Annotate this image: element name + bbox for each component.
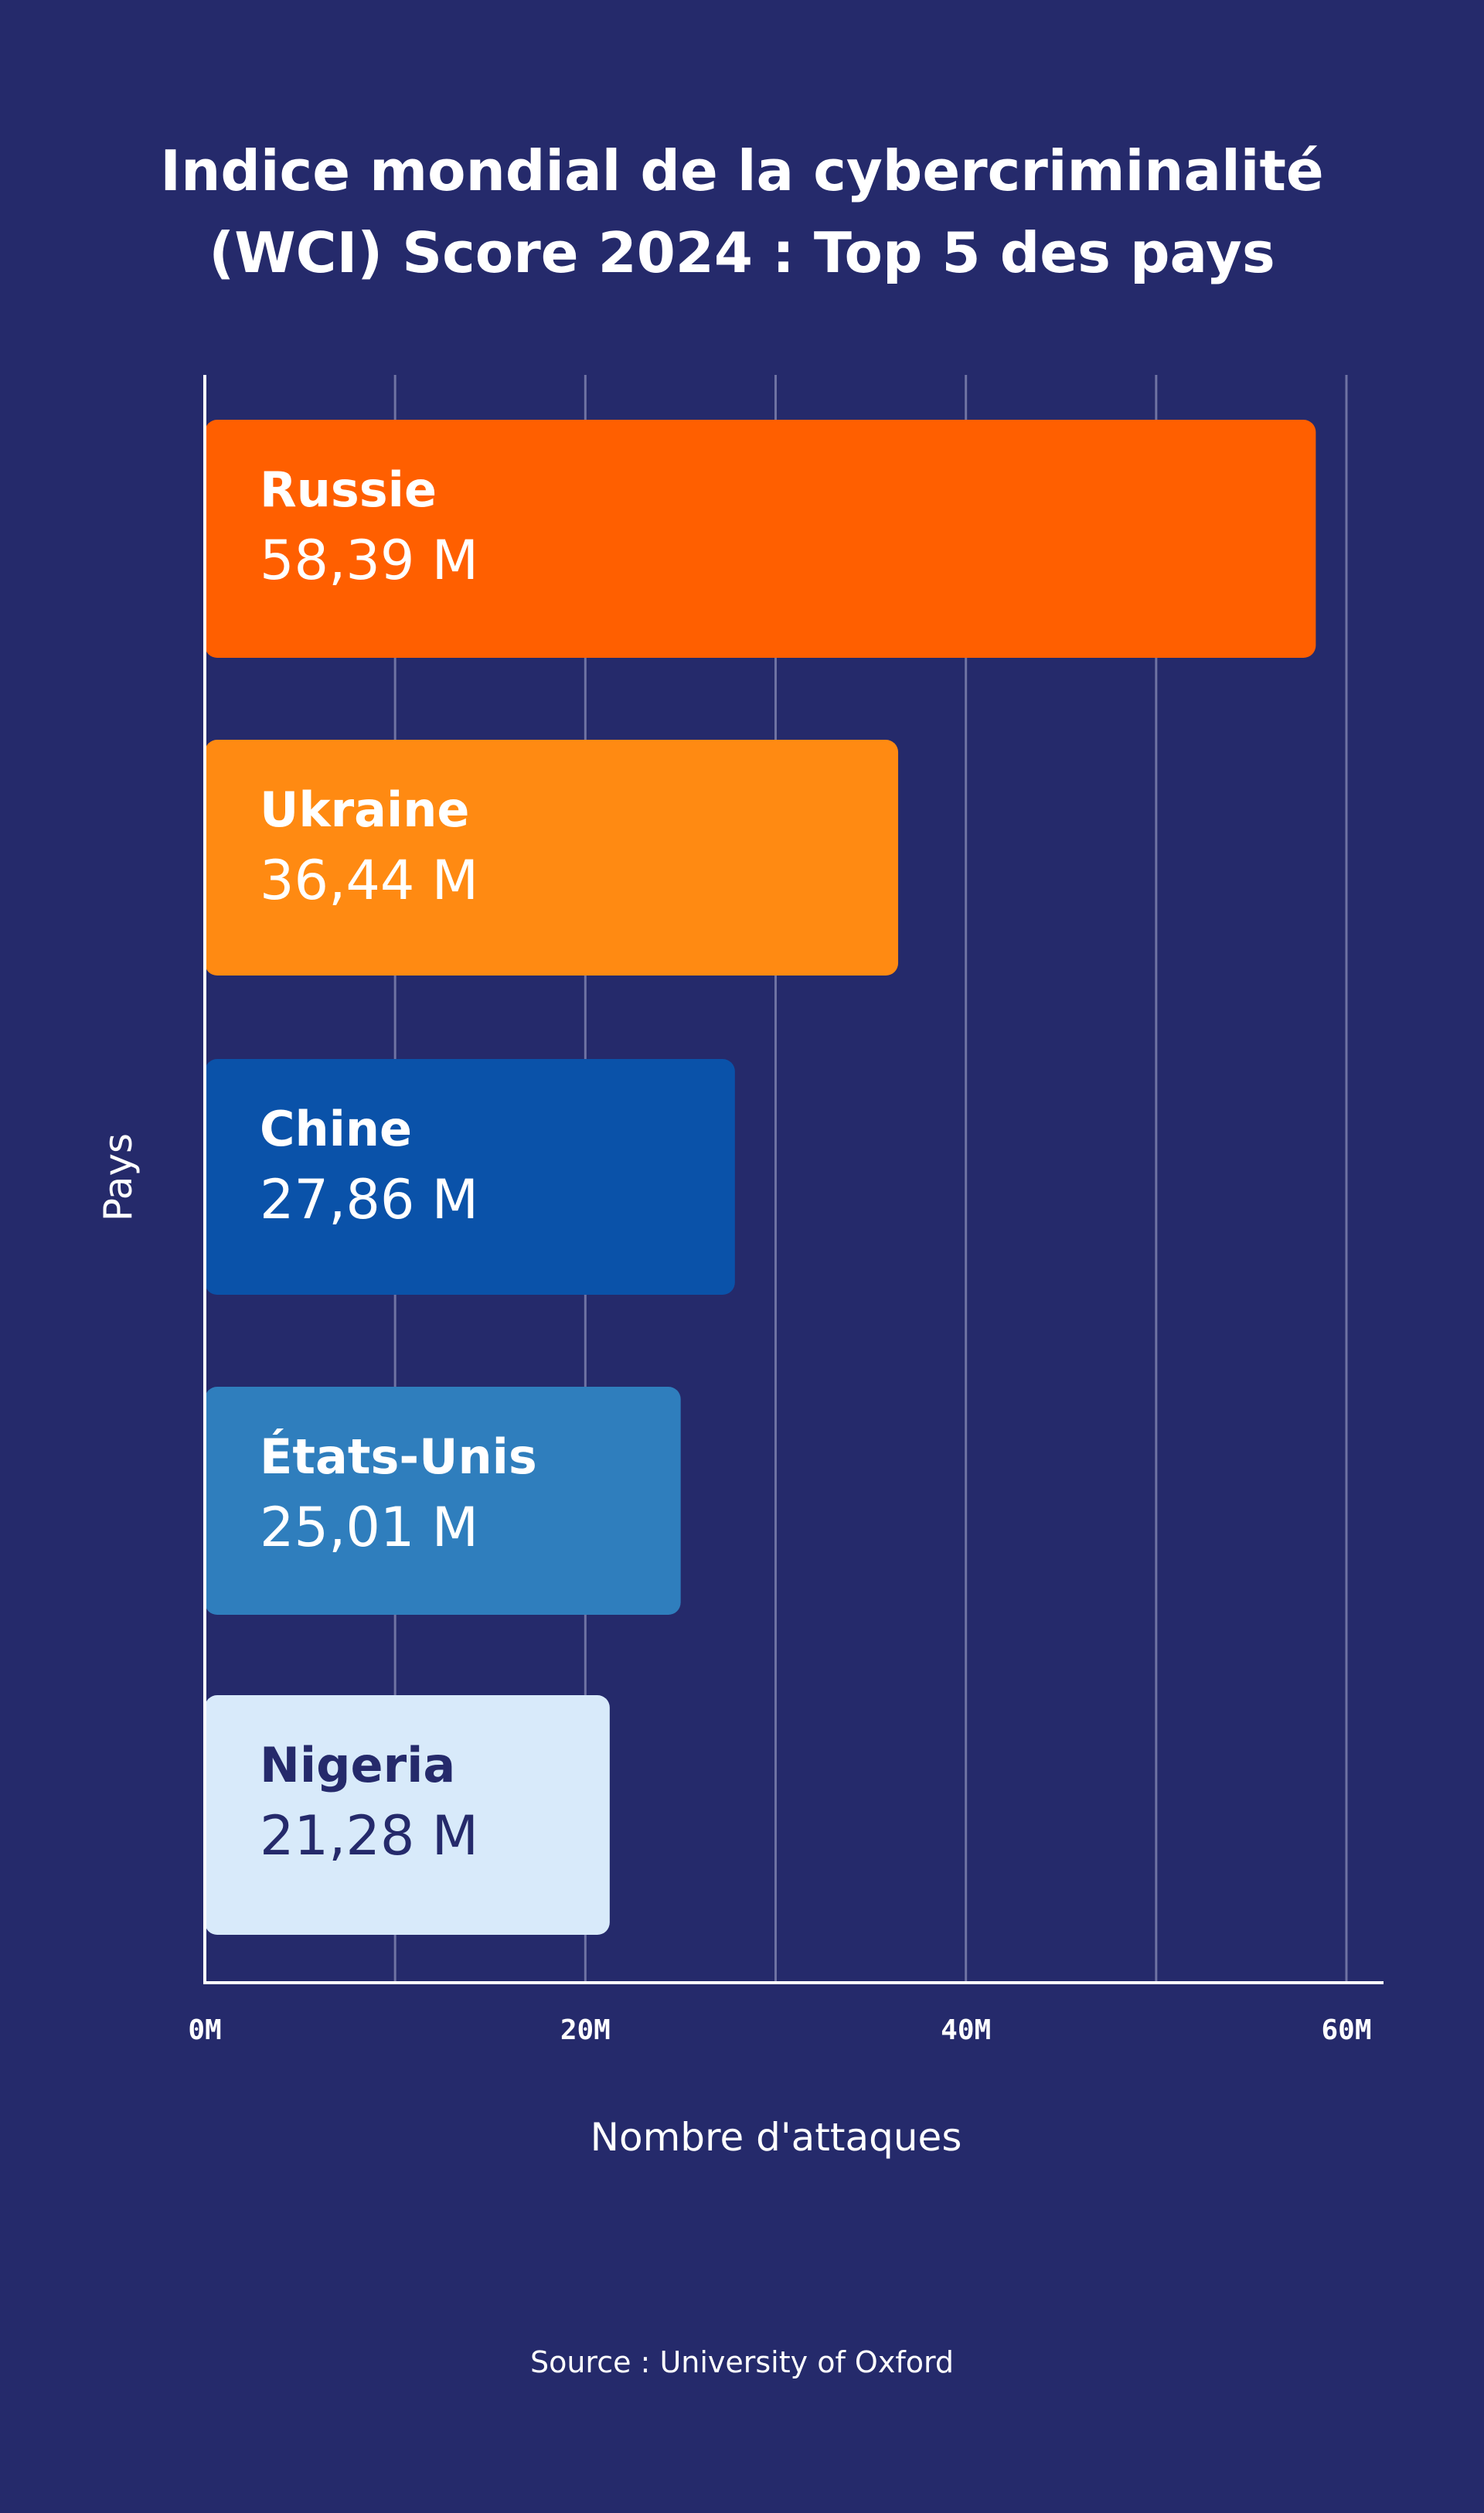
bar-value-label-4: 21,28 M [260,1804,478,1868]
bar-group-3: États-Unis 25,01 M [205,1387,681,1615]
x-axis-label: Nombre d'attaques [591,2115,962,2160]
bar-3 [205,1387,681,1615]
bar-1 [205,740,899,976]
bar-4 [205,1695,610,1935]
bar-category-label-3: États-Unis [260,1428,537,1485]
bar-2 [205,1059,735,1295]
bar-group-0: Russie 58,39 M [205,420,1316,658]
bar-value-label-0: 58,39 M [260,529,478,592]
bar-value-label-1: 36,44 M [260,849,478,912]
bar-group-4: Nigeria 21,28 M [205,1695,610,1935]
bars: Russie 58,39 M Ukraine 36,44 M Chine 27,86 M É… [205,420,1316,1935]
chart-title-line-1: Indice mondial de la cybercriminalité [160,138,1324,203]
bar-category-label-1: Ukraine [260,781,469,838]
bar-0 [205,420,1316,658]
bar-group-1: Ukraine 36,44 M [205,740,899,976]
axes [203,375,1384,1984]
source-note: Source : University of Oxford [529,2345,955,2379]
chart-title-line-2: (WCI) Score 2024 : Top 5 des pays [209,220,1275,285]
bar-category-label-0: Russie [260,461,437,518]
bar-category-label-2: Chine [260,1101,412,1157]
x-tick-labels: 0M 20M 40M 60M [188,2014,1371,2046]
bar-group-2: Chine 27,86 M [205,1059,735,1295]
x-tick-label-2: 40M [941,2014,991,2046]
bar-value-label-3: 25,01 M [260,1496,478,1559]
x-tick-label-1: 20M [560,2014,611,2046]
bar-category-label-4: Nigeria [260,1737,455,1793]
chart-title: Indice mondial de la cybercriminalité (W… [0,130,1484,294]
y-axis-label: Pays [96,1133,141,1221]
bar-value-label-2: 27,86 M [260,1168,478,1231]
x-tick-label-3: 60M [1321,2014,1371,2046]
x-tick-label-0: 0M [188,2014,221,2046]
